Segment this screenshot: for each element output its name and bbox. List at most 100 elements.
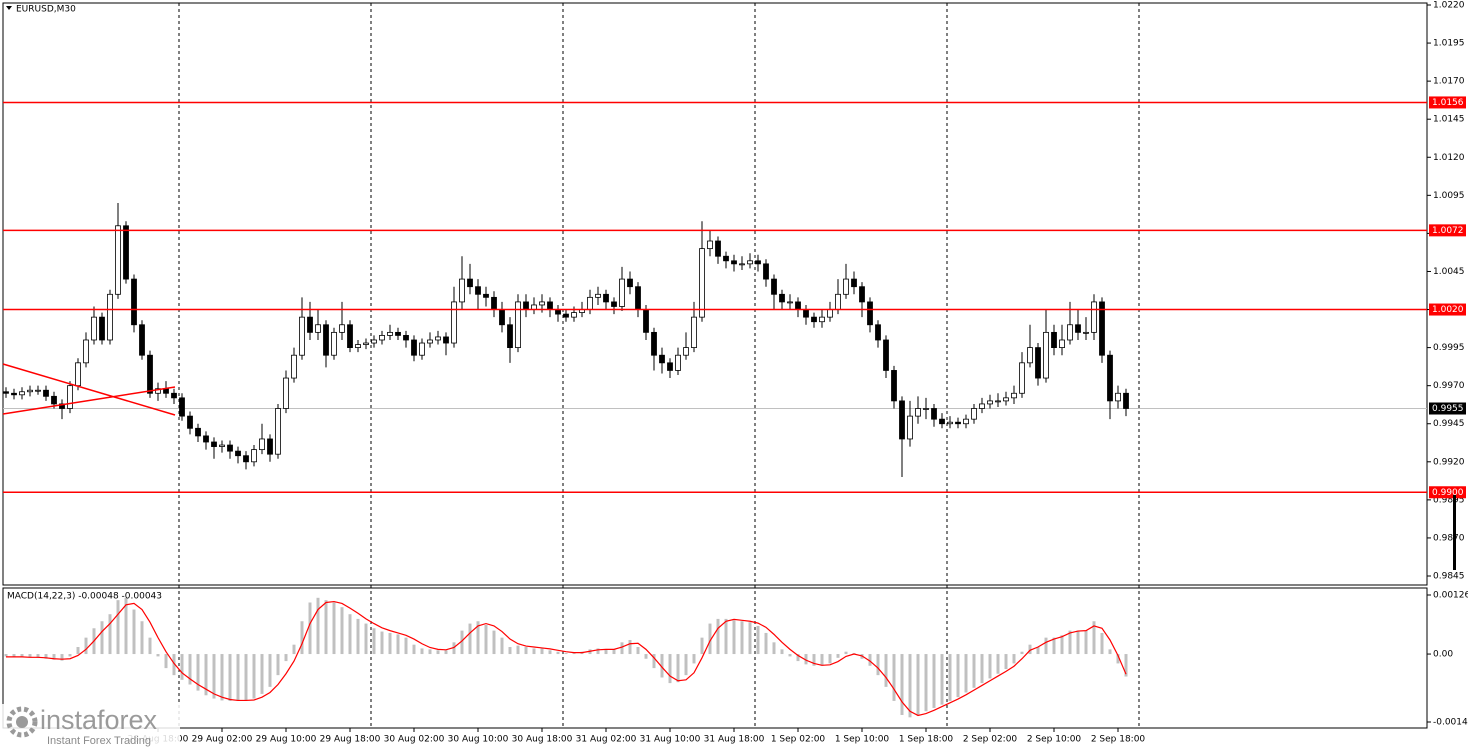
candle-body: [243, 455, 249, 463]
macd-bar: [532, 648, 536, 655]
candle-body: [523, 301, 529, 310]
macd-bar: [60, 654, 64, 661]
candle-body: [131, 278, 137, 326]
macd-bar: [356, 618, 360, 655]
candle-body: [51, 395, 57, 405]
candle-body: [547, 301, 553, 310]
macd-bar: [540, 648, 544, 655]
candle-body: [643, 309, 649, 333]
macd-bar: [316, 597, 320, 655]
candle-body: [1051, 331, 1057, 348]
candle-body: [43, 389, 49, 397]
macd-bar: [572, 653, 576, 655]
candle-body: [195, 427, 201, 437]
macd-bar: [844, 651, 848, 655]
macd-bar: [460, 630, 464, 655]
candle-body: [235, 450, 241, 457]
y-tick-label: 1.0120: [1433, 153, 1465, 163]
symbol-menu[interactable]: [6, 6, 12, 10]
macd-bar: [428, 649, 432, 655]
macd-bar: [716, 618, 720, 655]
macd-bar: [612, 649, 616, 655]
y-tick-label: 1.0095: [1433, 191, 1465, 201]
candle-body: [75, 362, 81, 387]
candle-body: [571, 312, 577, 318]
macd-bar: [268, 654, 272, 687]
level-label: 0.9900: [1432, 488, 1464, 498]
candle-body: [115, 225, 121, 295]
macd-bar: [668, 654, 672, 684]
x-tick-label: 30 Aug 02:00: [384, 735, 445, 745]
macd-bar: [748, 622, 752, 655]
candle-body: [595, 293, 601, 298]
candle-body: [403, 335, 409, 341]
candle-body: [475, 286, 481, 295]
candle-body: [427, 339, 433, 344]
candle-body: [923, 408, 929, 410]
candle-body: [747, 260, 753, 265]
macd-bar: [236, 654, 240, 701]
macd-bar: [196, 654, 200, 691]
macd-bar: [652, 654, 656, 669]
macd-bar: [148, 637, 152, 655]
y-tick-label: 0.9845: [1433, 572, 1465, 582]
macd-bar: [436, 650, 440, 655]
macd-bar: [556, 651, 560, 655]
macd-bar: [348, 614, 352, 655]
x-tick-label: 31 Aug 10:00: [640, 735, 701, 745]
macd-bar: [916, 654, 920, 715]
candle-body: [827, 309, 833, 318]
macd-bar: [724, 618, 728, 655]
candle-body: [875, 324, 881, 341]
candle-body: [811, 316, 817, 323]
macd-bar: [868, 654, 872, 666]
candle-body: [587, 296, 593, 310]
candle-body: [755, 260, 761, 265]
macd-bar: [604, 649, 608, 655]
candle-body: [411, 339, 417, 356]
candle-body: [627, 278, 633, 288]
candle-body: [891, 370, 897, 402]
macd-bar: [772, 642, 776, 655]
candle-body: [331, 331, 337, 356]
macd-bar: [1052, 637, 1056, 655]
candle-body: [787, 301, 793, 304]
macd-bar: [212, 654, 216, 699]
candle-body: [3, 391, 9, 394]
macd-bar: [732, 620, 736, 655]
macd-bar: [108, 614, 112, 655]
macd-bar: [492, 630, 496, 655]
y-tick-label: 1.0195: [1433, 39, 1465, 49]
level-label-box: [1429, 224, 1466, 237]
candle-body: [675, 354, 681, 371]
x-tick-label: 29 Aug 02:00: [192, 735, 253, 745]
y-tick-label: 0.9895: [1433, 495, 1465, 505]
macd-bar: [628, 639, 632, 655]
macd-bar: [132, 609, 136, 655]
candle-body: [619, 278, 625, 307]
macd-bar: [332, 602, 336, 655]
macd-bar: [836, 654, 840, 658]
y-tick-label: 0.9995: [1433, 343, 1465, 353]
y-tick-label: 1.0145: [1433, 115, 1465, 125]
macd-bar: [908, 654, 912, 718]
macd-bar: [468, 623, 472, 655]
macd-bar: [220, 654, 224, 701]
y-tick-label: 0.00: [1433, 650, 1453, 660]
candle-body: [419, 342, 425, 356]
macd-bar: [172, 654, 176, 676]
macd-bar: [444, 650, 448, 655]
candle-body: [907, 415, 913, 440]
candle-body: [179, 397, 185, 417]
candle-body: [539, 301, 545, 306]
x-tick-label: 31 Aug 02:00: [576, 735, 637, 745]
macd-bar: [1036, 647, 1040, 655]
watermark-tagline: Instant Forex Trading: [47, 735, 151, 747]
candle-body: [459, 278, 465, 303]
candle-body: [563, 313, 569, 318]
candle-body: [1107, 354, 1113, 402]
candle-body: [171, 392, 177, 399]
macd-bar: [36, 654, 40, 658]
macd-bar: [508, 647, 512, 655]
candle-body: [635, 286, 641, 310]
